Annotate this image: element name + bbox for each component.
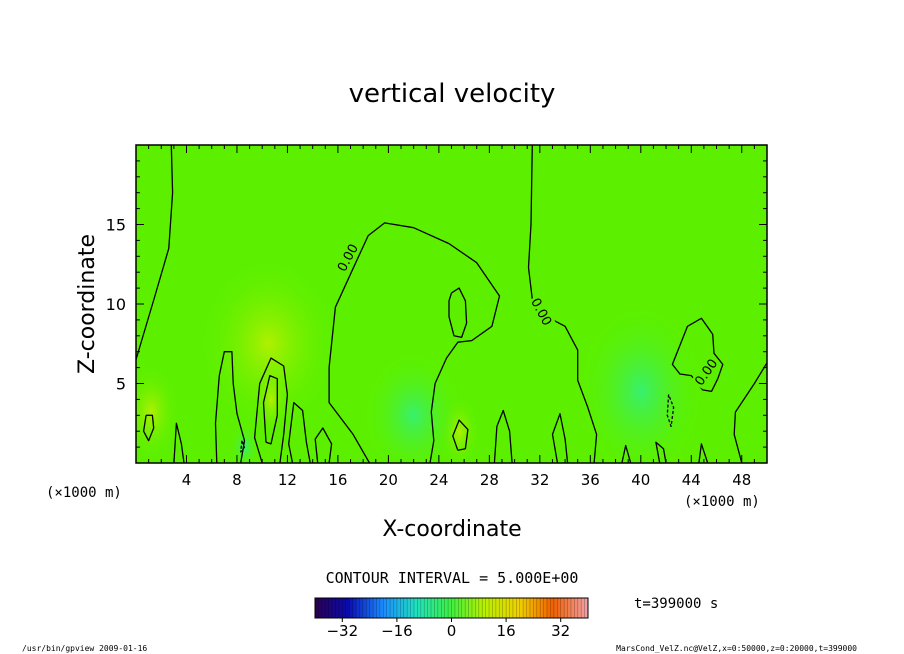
contour-label-bg bbox=[528, 294, 556, 329]
x-tick-label: 16 bbox=[328, 471, 347, 489]
plot-area: 0.000.000.00 bbox=[136, 145, 767, 463]
x-axis-label: X-coordinate bbox=[382, 517, 521, 542]
x-tick-label: 8 bbox=[232, 471, 242, 489]
colorbar-tick-label: 32 bbox=[551, 622, 570, 640]
contour-line bbox=[733, 362, 767, 463]
colorbar-tick-label: −32 bbox=[326, 622, 358, 640]
footer-left: /usr/bin/gpview 2009-01-16 bbox=[22, 644, 147, 653]
contour-line bbox=[136, 145, 174, 360]
chart-title: vertical velocity bbox=[349, 79, 556, 109]
x-tick-label: 40 bbox=[631, 471, 650, 489]
contour-line bbox=[262, 374, 278, 445]
y-axis: 5 10 15 bbox=[106, 144, 767, 464]
colorbar: −32 −16 0 16 32 bbox=[314, 597, 589, 640]
y-axis-label: Z-coordinate bbox=[75, 234, 100, 374]
contour-line bbox=[240, 440, 246, 453]
y-tick-label: 10 bbox=[106, 295, 126, 314]
colorbar-tick-label: 16 bbox=[497, 622, 516, 640]
x-tick-label: 36 bbox=[581, 471, 600, 489]
shading-blob bbox=[577, 304, 704, 463]
contour-line bbox=[698, 443, 709, 463]
contour-line bbox=[253, 357, 289, 463]
contour-line bbox=[671, 317, 724, 393]
contour-line bbox=[493, 409, 513, 463]
x-tick-label: 44 bbox=[682, 471, 701, 489]
x-tick-label: 28 bbox=[480, 471, 499, 489]
colorbar-ticks: −32 −16 0 16 32 bbox=[326, 618, 570, 640]
contour-label-bg bbox=[333, 240, 361, 275]
contour-label-bg bbox=[690, 354, 721, 389]
contour-line bbox=[452, 419, 469, 451]
x-tick-label: 48 bbox=[732, 471, 751, 489]
x-tick-label: 4 bbox=[182, 471, 192, 489]
shading-blob bbox=[136, 364, 179, 460]
contour-line bbox=[314, 427, 333, 463]
contour-line bbox=[328, 222, 501, 463]
contour-line bbox=[527, 145, 598, 463]
contour-line bbox=[666, 394, 675, 428]
contour-line bbox=[655, 441, 667, 463]
contour-line bbox=[288, 401, 311, 463]
contour-line bbox=[173, 422, 185, 463]
shading-blob bbox=[363, 351, 465, 463]
y-tick-label: 5 bbox=[116, 375, 126, 394]
x-tick-label: 12 bbox=[278, 471, 297, 489]
x-tick-label: 24 bbox=[429, 471, 448, 489]
y-tick-label: 15 bbox=[106, 216, 126, 235]
colorbar-gradient bbox=[315, 598, 588, 618]
footer-right: MarsCond_VelZ.nc@VelZ,x=0:50000,z=0:2000… bbox=[616, 644, 857, 653]
shading-blob bbox=[254, 364, 288, 435]
x-tick-label: 32 bbox=[530, 471, 549, 489]
colorbar-tick-label: −16 bbox=[381, 622, 413, 640]
colorbar-tick-label: 0 bbox=[447, 622, 457, 640]
contour-line bbox=[214, 351, 246, 463]
contour-line bbox=[448, 287, 468, 339]
x-axis: 4 8 12 16 20 24 28 32 36 40 44 48 bbox=[135, 145, 768, 489]
contour-lines bbox=[136, 145, 767, 463]
time-label: t=399000 s bbox=[634, 596, 718, 612]
x-unit-label-left: (×1000 m) bbox=[46, 485, 122, 501]
x-unit-label-right: (×1000 m) bbox=[684, 494, 760, 510]
contour-line bbox=[621, 444, 632, 463]
colorbar-stripes bbox=[318, 598, 585, 618]
x-tick-label: 20 bbox=[379, 471, 398, 489]
contour-line bbox=[142, 414, 155, 442]
contour-interval: CONTOUR INTERVAL = 5.000E+00 bbox=[326, 569, 579, 587]
contour-line bbox=[551, 413, 569, 463]
